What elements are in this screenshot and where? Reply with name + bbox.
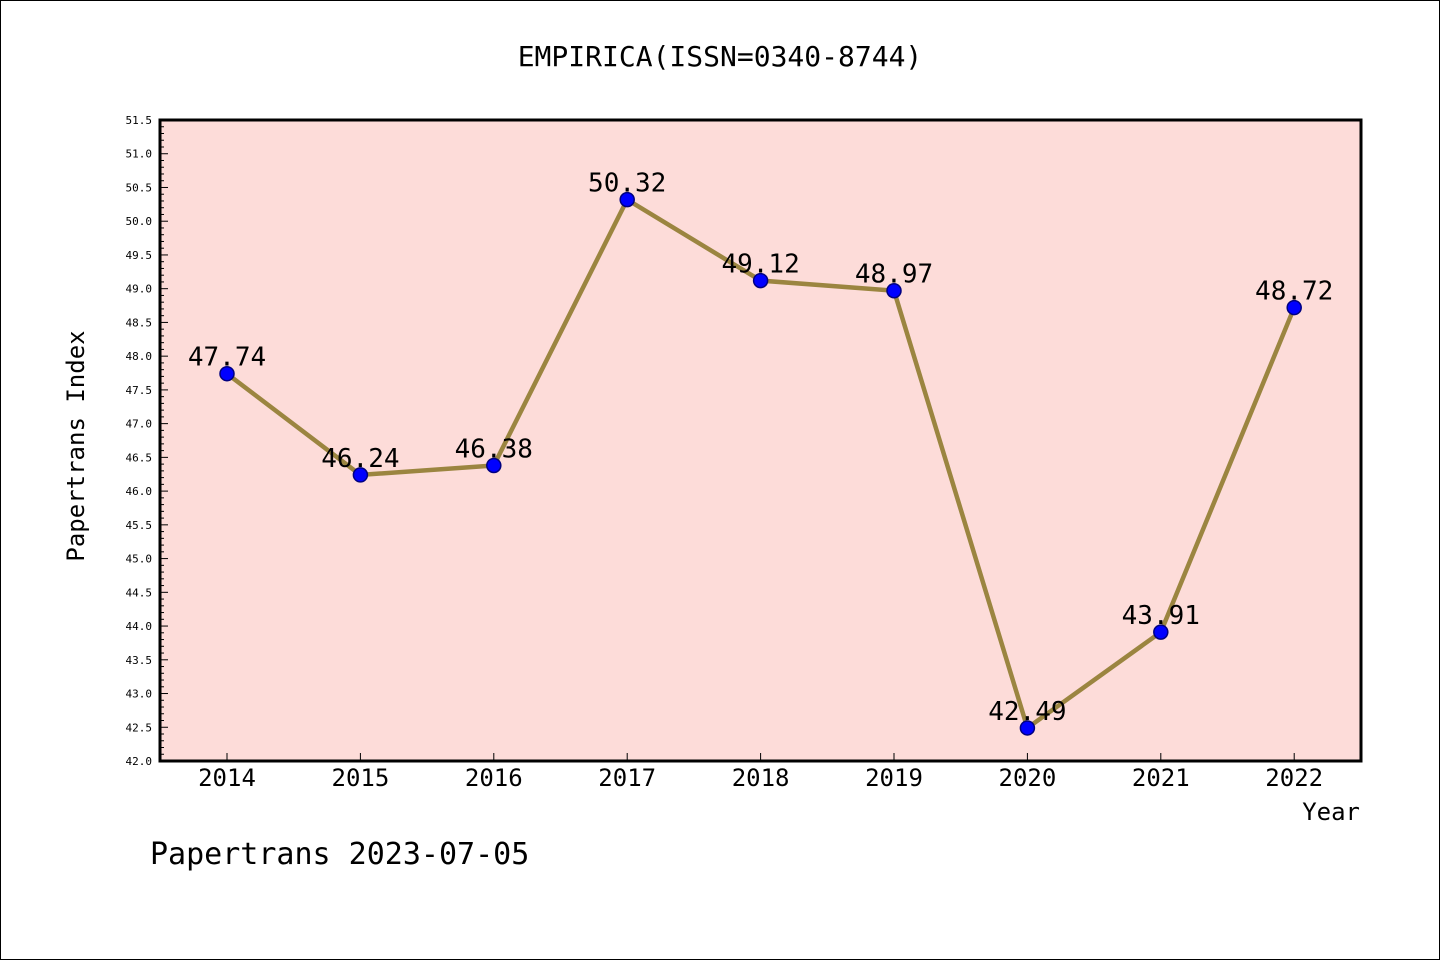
x-tick-label: 2020: [999, 764, 1057, 792]
chart-title: EMPIRICA(ISSN=0340-8744): [518, 40, 923, 73]
data-label: 42.49: [988, 697, 1066, 727]
x-axis: 2014 2015 2016 2017 2018 2019 2020 2021 2022: [198, 753, 1323, 792]
y-tick-label: 46.5: [126, 451, 153, 464]
y-tick-label: 44.5: [126, 586, 153, 599]
y-tick-label: 51.5: [126, 114, 153, 127]
data-label: 50.32: [588, 169, 666, 199]
y-tick-label: 49.5: [126, 249, 153, 262]
plot-area: [158, 118, 1363, 763]
y-tick-label: 49.0: [126, 283, 153, 296]
y-tick-label: 43.0: [126, 688, 153, 701]
x-tick-label: 2014: [198, 764, 256, 792]
data-label: 48.72: [1255, 277, 1333, 307]
y-tick-label: 44.0: [126, 620, 153, 633]
data-point: [886, 282, 902, 299]
data-point: [219, 365, 235, 382]
data-label: 49.12: [721, 250, 799, 280]
data-label: 43.91: [1122, 601, 1200, 631]
y-tick-label: 46.0: [126, 485, 153, 498]
x-tick-label: 2022: [1265, 764, 1323, 792]
data-point: [486, 457, 502, 474]
data-label: 46.24: [321, 444, 399, 474]
data-label: 48.97: [855, 260, 933, 290]
y-tick-label: 48.5: [126, 316, 153, 329]
x-tick-label: 2018: [732, 764, 790, 792]
data-labels: 47.74 46.24 46.38 50.32 49.12 48.97 42.49 43.91…: [188, 169, 1333, 727]
y-axis: 42.0 42.5 43.0 43.5 44.0 44.5 45.0 45.5 46.0 46.5…: [126, 114, 168, 768]
y-tick-label: 48.0: [126, 350, 153, 363]
y-tick-label: 47.0: [126, 418, 153, 431]
data-point: [352, 467, 369, 483]
y-tick-label: 45.0: [126, 553, 153, 566]
y-tick-label: 47.5: [126, 384, 153, 397]
x-tick-label: 2017: [598, 764, 656, 792]
data-point: [1019, 720, 1036, 736]
data-point: [752, 272, 769, 289]
y-tick-label: 42.5: [126, 721, 153, 734]
y-tick-label: 50.0: [126, 215, 153, 228]
data-point: [1286, 299, 1302, 316]
footnote: Papertrans 2023-07-05: [150, 837, 529, 872]
x-tick-label: 2016: [465, 764, 523, 792]
data-point: [619, 191, 635, 208]
data-label: 46.38: [455, 434, 533, 464]
x-axis-label: Year: [1302, 798, 1360, 826]
y-tick-label: 45.5: [126, 519, 153, 532]
series-points: [219, 191, 1302, 736]
x-tick-label: 2019: [865, 764, 923, 792]
x-tick-label: 2015: [332, 764, 390, 792]
y-axis-label: Papertrans Index: [62, 330, 90, 561]
data-label: 47.74: [188, 343, 266, 373]
y-tick-label: 43.5: [126, 654, 153, 667]
y-tick-label: 50.5: [126, 181, 153, 194]
data-point: [1153, 624, 1169, 640]
y-tick-label: 51.0: [126, 148, 153, 161]
y-tick-label: 42.0: [126, 755, 153, 768]
x-tick-label: 2021: [1132, 764, 1190, 792]
